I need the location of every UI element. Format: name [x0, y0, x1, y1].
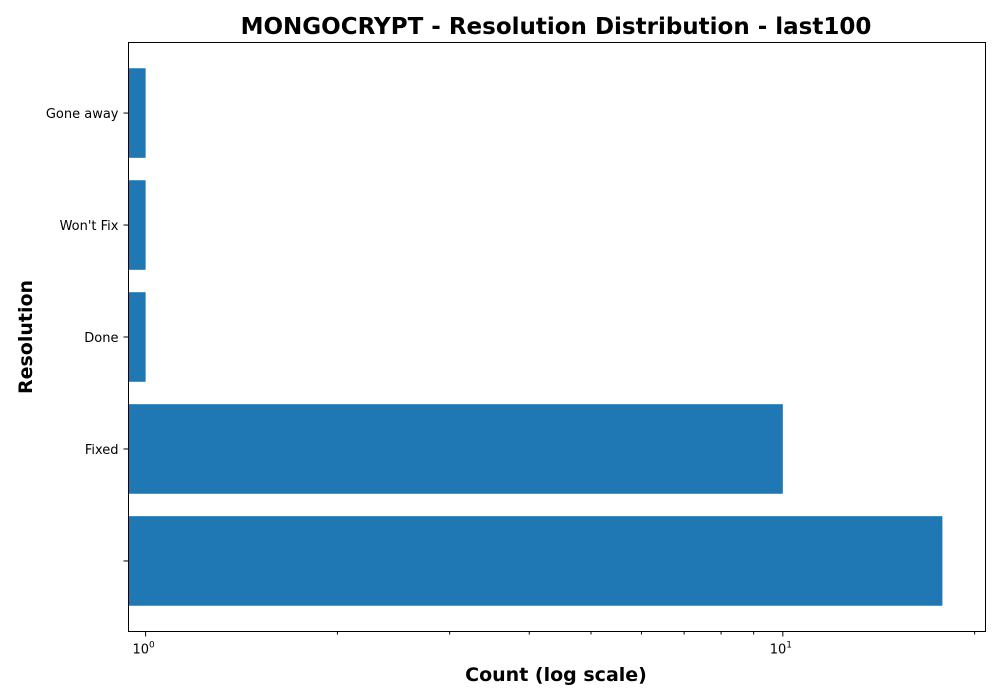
bars-group — [128, 68, 943, 606]
bar — [128, 516, 943, 606]
y-tick-label: Done — [84, 331, 118, 346]
bar — [128, 292, 146, 382]
bar — [128, 68, 146, 158]
chart-title: MONGOCRYPT - Resolution Distribution - l… — [241, 14, 872, 40]
y-axis-label: Resolution — [15, 280, 37, 394]
y-tick-label: Won't Fix — [60, 219, 119, 234]
bar — [128, 180, 146, 270]
x-tick-label: 101 — [770, 641, 792, 658]
plot-frame — [128, 42, 986, 632]
y-tick-label: Gone away — [46, 107, 119, 122]
x-axis-ticks: 100 101 — [132, 631, 976, 658]
y-axis-ticks: Fixed Done Won't Fix Gone away — [46, 107, 129, 562]
y-tick-label: Fixed — [85, 443, 119, 458]
bar — [128, 404, 783, 494]
x-tick-label: 100 — [132, 641, 155, 658]
x-axis-label: Count (log scale) — [465, 664, 647, 686]
